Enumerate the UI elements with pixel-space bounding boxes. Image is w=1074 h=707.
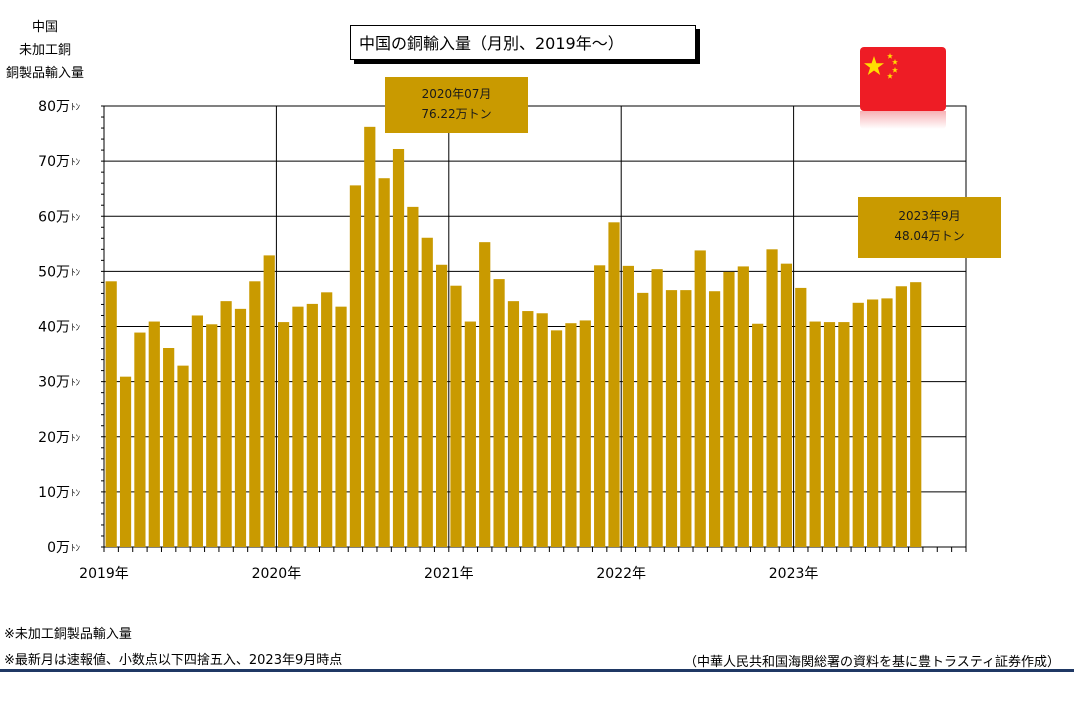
y-tick-unit: ﾄﾝ bbox=[71, 489, 81, 499]
bar bbox=[622, 265, 634, 547]
bar bbox=[105, 281, 117, 547]
x-tick-label: 2022年 bbox=[596, 566, 646, 582]
bar bbox=[220, 301, 232, 547]
bar bbox=[694, 250, 706, 548]
peak-callout-date: 2020年07月 bbox=[421, 87, 492, 101]
y-tick-label: 10万 bbox=[38, 485, 70, 501]
bar bbox=[680, 290, 692, 547]
bar bbox=[134, 332, 146, 547]
y-tick-label: 20万 bbox=[38, 430, 70, 446]
bar bbox=[809, 321, 821, 547]
bar bbox=[177, 365, 189, 547]
y-tick-unit: ﾄﾝ bbox=[71, 103, 81, 113]
bar bbox=[206, 324, 218, 547]
bar bbox=[407, 206, 419, 547]
latest-callout-value: 48.04万トン bbox=[894, 229, 965, 243]
bar bbox=[752, 323, 764, 547]
bar bbox=[780, 263, 793, 547]
source-note: （中華人民共和国海関総署の資料を基に豊トラスティ証券作成） bbox=[684, 655, 1060, 670]
latest-callout-date: 2023年9月 bbox=[898, 209, 961, 223]
bar bbox=[910, 282, 922, 547]
bar bbox=[364, 126, 376, 547]
bar bbox=[191, 315, 203, 547]
flag-reflection bbox=[860, 111, 946, 129]
bar bbox=[708, 291, 721, 547]
bar bbox=[838, 322, 850, 547]
bar bbox=[665, 290, 678, 547]
bar bbox=[823, 322, 836, 547]
bar bbox=[450, 285, 462, 547]
y-tick-label: 0万 bbox=[47, 540, 70, 556]
bar bbox=[608, 222, 620, 547]
y-axis-caption: 中国 未加工銅 銅製品輸入量 bbox=[4, 16, 86, 85]
bar bbox=[163, 347, 175, 547]
bar bbox=[536, 313, 548, 547]
bar bbox=[651, 269, 663, 547]
x-tick-label: 2020年 bbox=[252, 566, 302, 582]
y-tick-label: 40万 bbox=[38, 320, 70, 336]
bar bbox=[522, 311, 534, 547]
bar bbox=[436, 264, 448, 547]
bar bbox=[119, 376, 132, 547]
peak-callout: 2020年07月 76.22万トン bbox=[385, 77, 528, 133]
y-tick-unit: ﾄﾝ bbox=[71, 324, 81, 334]
bar bbox=[321, 292, 333, 547]
y-axis-caption-line: 中国 bbox=[31, 20, 58, 35]
bar bbox=[766, 249, 778, 547]
bar bbox=[277, 322, 290, 547]
bar bbox=[881, 298, 893, 547]
latest-callout: 2023年9月 48.04万トン bbox=[858, 197, 1001, 258]
bar bbox=[852, 302, 864, 547]
bar bbox=[263, 255, 275, 548]
y-tick-unit: ﾄﾝ bbox=[71, 544, 81, 554]
y-tick-label: 80万 bbox=[38, 99, 70, 115]
bar bbox=[335, 306, 347, 547]
y-tick-label: 50万 bbox=[38, 264, 70, 280]
bar bbox=[550, 330, 563, 547]
y-tick-unit: ﾄﾝ bbox=[71, 268, 81, 278]
x-tick-label: 2023年 bbox=[769, 566, 819, 582]
peak-callout-value: 76.22万トン bbox=[421, 107, 492, 121]
bar bbox=[464, 321, 476, 547]
x-tick-label: 2019年 bbox=[79, 566, 129, 582]
bar bbox=[292, 306, 304, 547]
y-tick-unit: ﾄﾝ bbox=[71, 158, 81, 168]
bar bbox=[479, 242, 491, 547]
bar bbox=[148, 321, 160, 547]
bar bbox=[507, 301, 520, 547]
footnote: ※最新月は速報値、小数点以下四捨五入、2023年9月時点 bbox=[4, 653, 343, 668]
china-flag-icon bbox=[860, 47, 946, 111]
y-tick-label: 60万 bbox=[38, 209, 70, 225]
bar bbox=[234, 308, 247, 547]
y-axis-caption-line: 未加工銅 bbox=[18, 43, 71, 58]
y-tick-unit: ﾄﾝ bbox=[71, 434, 81, 444]
bar bbox=[349, 185, 362, 547]
bar bbox=[249, 281, 261, 547]
bar bbox=[637, 292, 649, 547]
y-tick-label: 30万 bbox=[38, 375, 70, 391]
y-axis-caption-line: 銅製品輸入量 bbox=[5, 66, 84, 81]
bar bbox=[306, 303, 318, 547]
bar bbox=[895, 286, 907, 547]
bar bbox=[579, 320, 591, 547]
bar bbox=[493, 279, 505, 547]
bar bbox=[737, 266, 749, 547]
bar bbox=[795, 287, 807, 547]
bar bbox=[378, 178, 390, 547]
x-tick-label: 2021年 bbox=[424, 566, 474, 582]
y-tick-unit: ﾄﾝ bbox=[71, 379, 81, 389]
footnote: ※未加工銅製品輸入量 bbox=[4, 627, 132, 642]
chart-title: 中国の銅輸入量（月別、2019年～） bbox=[350, 25, 696, 60]
bottom-rule bbox=[0, 669, 1074, 672]
bar bbox=[392, 148, 405, 547]
y-tick-label: 70万 bbox=[38, 154, 70, 170]
bar bbox=[565, 323, 577, 547]
bar bbox=[867, 299, 879, 547]
bar bbox=[421, 237, 433, 547]
bar bbox=[723, 271, 735, 547]
bar bbox=[594, 265, 606, 547]
y-tick-unit: ﾄﾝ bbox=[71, 213, 81, 223]
